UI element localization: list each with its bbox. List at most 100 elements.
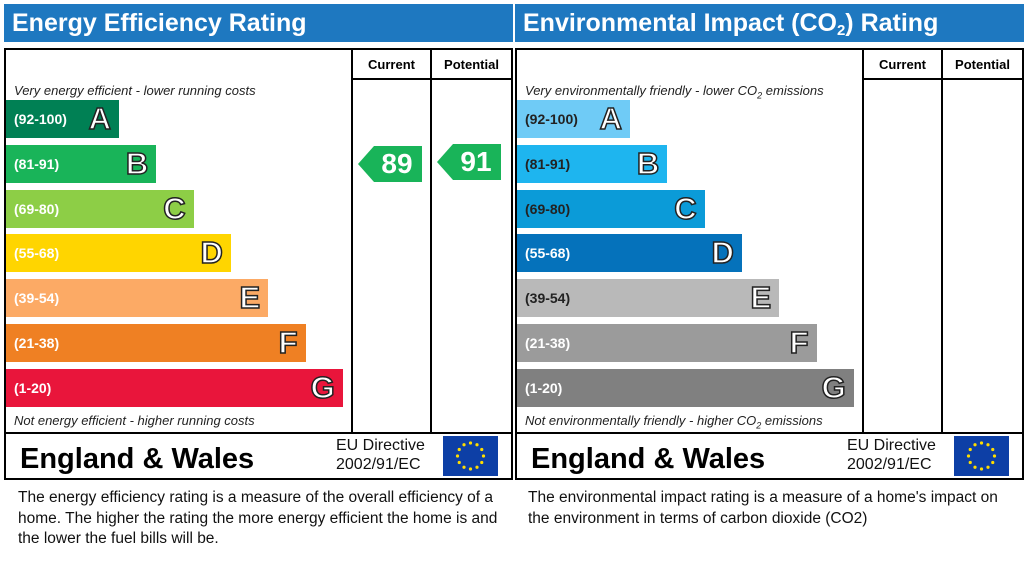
band-letter: D (200, 235, 224, 272)
energy-efficiency-panel: Energy Efficiency Rating Current Potenti… (4, 0, 513, 572)
band-range-label: (55-68) (14, 245, 60, 262)
band-letter: B (636, 145, 660, 182)
energy-chart-title: Energy Efficiency Rating (4, 4, 513, 42)
bottom-note: Not environmentally friendly - higher CO… (525, 413, 823, 431)
rating-band-a: (92-100) A (6, 100, 119, 138)
header-divider (863, 78, 1022, 80)
rating-band-c: (69-80) C (517, 189, 705, 228)
rating-band-f: (21-38) F (517, 324, 817, 362)
note-subscript: 2 (757, 90, 763, 101)
rating-band-b: (81-91) B (517, 144, 668, 183)
title-text: Environmental Impact (CO (523, 9, 837, 37)
flag-star (979, 467, 984, 471)
band-letter: G (310, 369, 336, 406)
flag-star (986, 443, 990, 447)
directive-line: EU Directive (847, 437, 936, 454)
potential-rating-value: 91 (460, 145, 492, 177)
bottom-note: Not energy efficient - higher running co… (14, 413, 255, 428)
rating-band-c: (69-80) C (6, 189, 194, 228)
column-divider (941, 50, 943, 434)
footer-divider (517, 432, 1022, 434)
band-letter: F (278, 324, 298, 361)
energy-chart-frame: Current Potential Very energy efficient … (4, 48, 513, 480)
band-range-label: (81-91) (14, 155, 60, 172)
band-range-label: (55-68) (525, 245, 571, 262)
flag-star (468, 441, 473, 445)
potential-rating-marker: 91 (437, 143, 501, 180)
rating-band-a: (92-100) A (517, 100, 630, 138)
band-letter: D (711, 235, 735, 272)
column-divider (862, 50, 864, 434)
top-note: Very environmentally friendly - lower CO… (525, 83, 824, 101)
band-range-label: (21-38) (525, 335, 571, 351)
band-range-label: (39-54) (525, 290, 571, 307)
band-letter: E (750, 279, 772, 316)
rating-band-d: (55-68) D (517, 234, 742, 273)
eu-flag-icon (443, 436, 498, 476)
flag-star (968, 447, 972, 452)
flag-star (992, 454, 997, 458)
flag-star (457, 460, 461, 465)
title-text: ) Rating (845, 9, 939, 37)
rating-band-d: (55-68) D (6, 234, 231, 273)
environment-bands: (92-100) A (81-91) B (69-80) C (55-68) D (39-54)… (517, 100, 862, 416)
current-column-header: Current (368, 57, 415, 72)
band-range-label: (69-80) (14, 200, 60, 217)
environment-chart-frame: Current Potential Very environmentally f… (515, 48, 1024, 480)
band-letter: C (673, 190, 697, 227)
title-subscript: 2 (836, 22, 846, 39)
column-divider (430, 50, 432, 434)
arrow-shape (358, 145, 422, 182)
band-range-label: (69-80) (525, 200, 571, 217)
flag-star (973, 443, 977, 447)
flag-star (480, 460, 484, 465)
note-text: Not environmentally friendly - higher CO (525, 413, 757, 428)
flag-star (475, 465, 479, 469)
arrow-shape (437, 143, 501, 180)
current-rating-marker: 89 (358, 145, 422, 182)
potential-column-header: Potential (444, 57, 499, 72)
flag-star (457, 447, 461, 452)
band-range-label: (81-91) (525, 155, 571, 172)
eu-directive-label: EU Directive 2002/91/EC (847, 436, 936, 474)
flag-star (986, 465, 990, 469)
band-range-label: (92-100) (14, 111, 67, 127)
potential-column-header: Potential (955, 57, 1010, 72)
flag-star (462, 443, 466, 447)
environment-description: The environmental impact rating is a mea… (528, 489, 998, 527)
band-letter: A (599, 100, 623, 137)
band-letter: E (239, 279, 261, 316)
band-range-label: (21-38) (14, 335, 60, 351)
top-note: Very energy efficient - lower running co… (14, 83, 256, 98)
flag-star (462, 465, 466, 469)
note-text: Very environmentally friendly - lower CO (525, 83, 758, 98)
flag-star (991, 460, 995, 465)
band-range-label: (1-20) (14, 379, 52, 396)
band-range-label: (39-54) (14, 290, 60, 307)
rating-band-g: (1-20) G (6, 368, 343, 407)
current-column-header: Current (879, 57, 926, 72)
rating-band-g: (1-20) G (517, 368, 854, 407)
band-letter: C (162, 190, 186, 227)
note-subscript: 2 (756, 420, 762, 431)
directive-line: 2002/91/EC (847, 456, 932, 473)
flag-star (481, 454, 486, 458)
current-rating-value: 89 (381, 147, 413, 179)
band-letter: F (789, 324, 809, 361)
band-range-label: (1-20) (525, 379, 563, 396)
eu-flag-icon (954, 436, 1009, 476)
flag-star (475, 443, 479, 447)
rating-band-f: (21-38) F (6, 324, 306, 362)
column-divider (351, 50, 353, 434)
band-letter: B (125, 145, 149, 182)
environment-chart-title: Environmental Impact (CO2) Rating (515, 4, 1024, 42)
band-letter: A (88, 100, 112, 137)
note-text: emissions (761, 413, 823, 428)
region-label: England & Wales (531, 443, 766, 475)
directive-line: 2002/91/EC (336, 456, 421, 473)
flag-star (966, 454, 971, 458)
band-range-label: (92-100) (525, 111, 578, 127)
header-divider (352, 78, 511, 80)
region-label: England & Wales (20, 443, 255, 475)
rating-band-b: (81-91) B (6, 144, 157, 183)
